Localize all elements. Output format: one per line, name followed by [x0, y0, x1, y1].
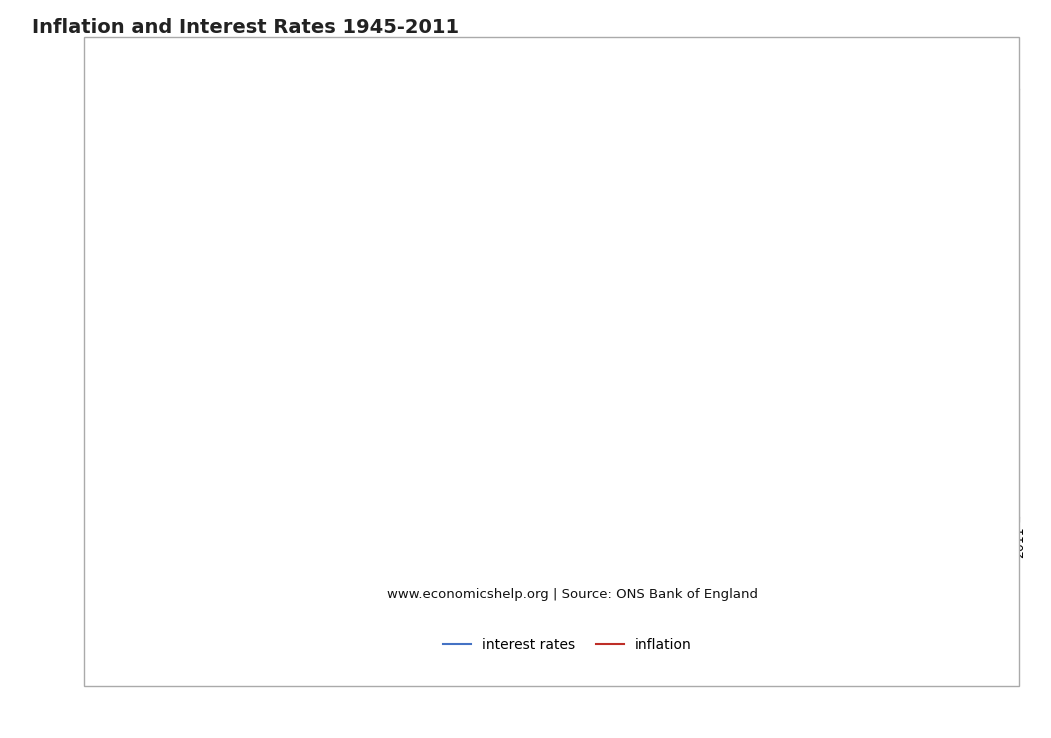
inflation	[949, 417, 962, 426]
inflation	[236, 417, 249, 426]
inflation	[555, 165, 568, 174]
interest rates	[1013, 446, 1026, 455]
interest rates	[988, 446, 1001, 455]
inflation	[516, 368, 529, 377]
inflation	[822, 424, 834, 433]
inflation	[1013, 393, 1026, 402]
Line: interest rates: interest rates	[179, 255, 1019, 451]
interest rates	[172, 429, 185, 438]
interest rates	[236, 429, 249, 438]
inflation	[988, 458, 1001, 468]
inflation	[172, 417, 185, 426]
interest rates	[949, 393, 962, 402]
interest rates	[618, 251, 631, 260]
inflation	[274, 417, 287, 426]
Title: Inflation and Interest rates: Inflation and Interest rates	[450, 57, 748, 76]
Legend: interest rates, inflation: interest rates, inflation	[437, 632, 698, 658]
Text: % 
R
a
t
e: % R a t e	[99, 251, 116, 320]
interest rates	[555, 316, 568, 325]
Text: www.economicshelp.org | Source: ONS Bank of England: www.economicshelp.org | Source: ONS Bank…	[388, 587, 758, 601]
interest rates	[274, 417, 287, 426]
Line: inflation: inflation	[179, 170, 1019, 463]
interest rates	[822, 382, 834, 390]
interest rates	[516, 393, 529, 402]
inflation	[568, 257, 580, 266]
Text: Inflation and Interest Rates 1945-2011: Inflation and Interest Rates 1945-2011	[32, 18, 458, 38]
